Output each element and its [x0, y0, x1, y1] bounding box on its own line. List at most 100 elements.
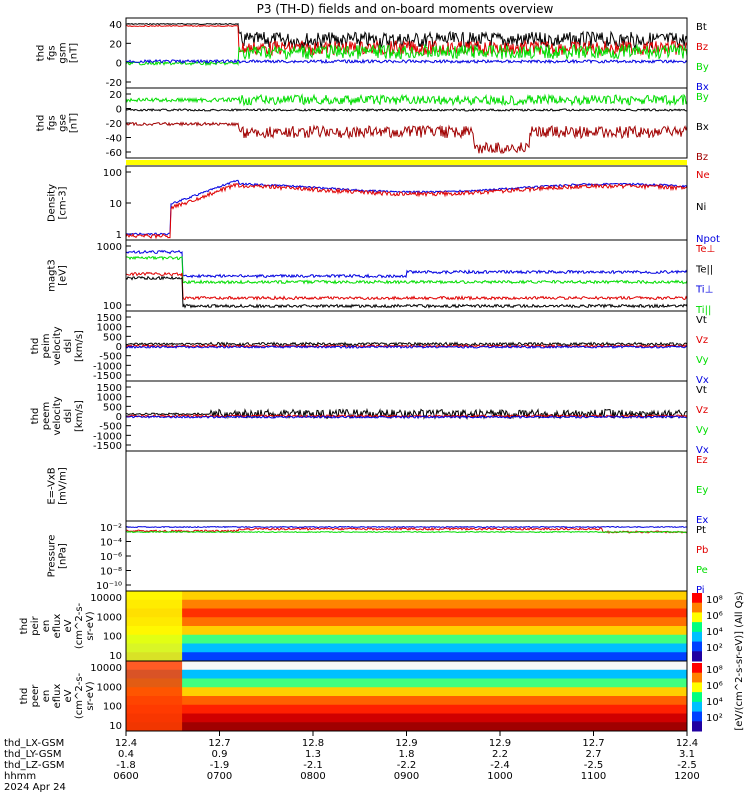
panel-ylabel: thd — [19, 618, 30, 635]
y-tick-label: -1500 — [93, 441, 122, 452]
axis-row-label: 2024 Apr 24 — [4, 782, 66, 793]
lx-value: 12.8 — [302, 738, 324, 749]
series-Vx — [125, 414, 688, 419]
spec-band — [126, 722, 687, 732]
colorbar-segment — [692, 721, 702, 732]
panel-ylabel: eV — [63, 689, 74, 702]
legend-Te⊥: Te⊥ — [695, 244, 715, 255]
panel-ylabel: Pressure — [47, 535, 58, 578]
spec-band — [126, 599, 687, 609]
lx-value: 12.4 — [676, 738, 698, 749]
axis-row-label: thd_LY-GSM — [4, 749, 61, 760]
lx-value: 12.9 — [489, 738, 511, 749]
y-tick-label: -1000 — [93, 431, 122, 442]
panel-peir_spec: thd peir en eflux eV (cm^2-s-sr-eV) 10000 1000 1… — [19, 590, 688, 662]
legend-Pt: Pt — [696, 525, 706, 536]
colorbar-segment — [692, 631, 702, 643]
legend-Bt: Bt — [696, 22, 707, 33]
legend-Bx: Bx — [696, 122, 709, 133]
legend-Ti||: Ti|| — [695, 305, 711, 316]
y-tick-label: -20 — [106, 78, 122, 89]
spec-band — [126, 591, 687, 601]
colorbar-segment — [692, 593, 702, 604]
spec-band — [126, 687, 687, 697]
lx-value: 12.7 — [208, 738, 230, 749]
panel-ylabel: (cm^2-s- — [74, 602, 85, 649]
y-tick-label: 10000 — [90, 663, 122, 674]
y-tick-label: 0 — [116, 105, 122, 116]
panel-ylabel: [eV] — [58, 265, 69, 286]
ly-value: 1.8 — [399, 749, 415, 760]
spec-band — [126, 661, 687, 671]
colorbar-label: [eV/(cm^2-s-sr-eV)] (All Qs) — [734, 591, 745, 730]
colorbar-tick: 10⁶ — [706, 611, 723, 622]
series-Te-par — [125, 275, 688, 309]
spec-band — [126, 652, 687, 662]
panel-ylabel: peim — [41, 333, 52, 358]
lz-value: -2.5 — [584, 760, 604, 771]
series-Ti-perp — [125, 249, 688, 279]
legend-Vz: Vz — [696, 405, 708, 416]
panel-ylabel: en — [41, 620, 52, 633]
panel-ylabel: velocity — [52, 396, 63, 435]
y-tick-label: 1000 — [97, 393, 122, 404]
axis-row-label: thd_LZ-GSM — [4, 760, 65, 771]
spec-band — [126, 626, 687, 636]
y-tick-label: 10000 — [90, 593, 122, 604]
ly-value: 0.4 — [118, 749, 134, 760]
y-tick-label: 10 — [109, 199, 122, 210]
axis-row-label: hhmm — [4, 771, 36, 782]
y-tick-label: 500 — [103, 332, 122, 343]
panel-ylabel: [nT] — [69, 113, 80, 133]
colorbar-tick: 10⁸ — [706, 665, 723, 676]
legend-Vz: Vz — [696, 335, 708, 346]
status-bar — [126, 160, 687, 165]
panel-ylabel: magt3 — [47, 259, 58, 292]
series-Bx — [125, 58, 688, 65]
legend-Bz: Bz — [696, 42, 708, 53]
spec-band — [126, 608, 687, 618]
panel-ylabel: [km/s] — [74, 400, 85, 432]
ly-value: 1.3 — [305, 749, 321, 760]
colorbar-tick: 10⁶ — [706, 681, 723, 692]
panel-fgs_gsm2: thd fgs gse [nT] 20 0 -20 -40 -60 By Bx Bz — [36, 87, 709, 163]
legend-Npot: Npot — [696, 234, 720, 245]
y-tick-label: -500 — [99, 422, 122, 433]
colorbar-segment — [692, 711, 702, 722]
series-Bz — [126, 24, 688, 57]
legend-By: By — [696, 92, 709, 103]
colorbar: 10⁸ 10⁶ 10⁴ 10² 10⁸ 10⁶ 10⁴ 10² [eV/(cm^2-s-sr-e… — [692, 591, 745, 732]
panel-ylabel: peer — [30, 684, 41, 708]
y-tick-label: 20 — [109, 39, 122, 50]
panel-density: Density [cm-3] 100 10 1 Ne Ni Npot — [47, 165, 720, 245]
y-tick-label: 0 — [116, 59, 122, 70]
panel-ylabel: [cm-3] — [58, 186, 69, 219]
y-tick-label: 20 — [109, 90, 122, 101]
legend-Vt: Vt — [696, 315, 707, 326]
time-tick-label: 0600 — [113, 771, 138, 782]
time-tick-label: 0800 — [300, 771, 325, 782]
y-tick-label: -20 — [106, 119, 122, 130]
lz-value: -2.5 — [677, 760, 697, 771]
colorbar-tick: 10² — [706, 643, 723, 654]
y-tick-label: 100 — [103, 632, 122, 643]
colorbar-segment — [692, 682, 702, 693]
colorbar-segment — [692, 612, 702, 623]
y-tick-label: -1000 — [93, 361, 122, 372]
lz-value: -1.9 — [210, 760, 230, 771]
colorbar-segment — [692, 602, 702, 613]
panel-ylabel: [km/s] — [74, 330, 85, 362]
y-tick-label: 500 — [103, 402, 122, 413]
legend-Ez: Ez — [696, 455, 708, 466]
legend-Ex: Ex — [696, 515, 708, 526]
y-tick-label: 1000 — [97, 323, 122, 334]
y-tick-label: 1500 — [97, 383, 122, 394]
panel-peim_vel: thd peim velocity dsl [km/s] 150010005000-500… — [30, 310, 709, 386]
colorbar-tick: 10² — [706, 713, 723, 724]
panel-ylabel: thd — [36, 115, 47, 132]
y-tick-label: 10⁻¹⁰ — [96, 581, 122, 592]
y-tick-label: 100 — [103, 301, 122, 312]
lz-value: -2.1 — [303, 760, 323, 771]
panel-ylabel: fgs — [47, 115, 58, 130]
panel-ylabel: [nPa] — [58, 543, 69, 569]
